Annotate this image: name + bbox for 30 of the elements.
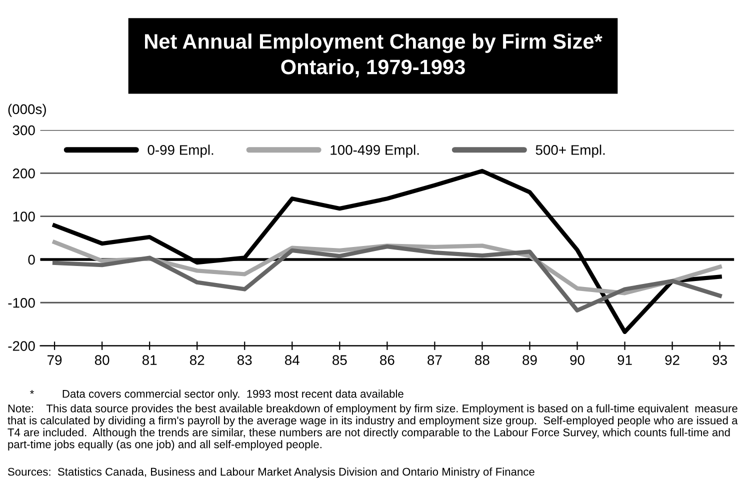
x-tick-label: 92: [665, 355, 680, 365]
x-tick-label: 79: [48, 355, 62, 365]
x-tick-label: 87: [428, 355, 442, 365]
x-tick-label: 88: [475, 355, 490, 365]
x-tick-label: 83: [237, 355, 252, 365]
legend-label: 0-99 Empl.: [148, 144, 214, 158]
x-tick-label: 85: [332, 355, 347, 365]
x-tick-label: 89: [522, 355, 537, 365]
y-axis-title: (000s): [8, 104, 46, 117]
x-tick-label: 81: [142, 355, 157, 365]
line-series: [52, 244, 722, 312]
x-tick-label: 91: [618, 355, 632, 365]
y-tick-label: 0: [28, 254, 35, 265]
legend-label: 500+ Empl.: [536, 144, 605, 158]
x-tick-label: 90: [570, 355, 584, 365]
x-tick-label: 84: [285, 355, 300, 365]
y-tick-label: 100: [13, 212, 35, 222]
chart-title: Net Annual Employment Change by Firm Size* Ontario, 1979-1993: [145, 34, 602, 78]
legend-label: 100-499 Empl.: [330, 144, 419, 158]
text: * Data covers commercial sector only. 1993 most recent data available: [30, 390, 404, 400]
x-tick-label: 80: [94, 355, 110, 365]
y-tick-label: 300: [12, 125, 35, 136]
x-tick-label: 82: [190, 355, 204, 365]
y-tick-label: -100: [8, 298, 35, 308]
source-note: Sources: Statistics Canada, Business and Labour Market Analysis Division and Ontario Ministry of Finance: [8, 468, 534, 478]
x-tick-label: 86: [380, 355, 394, 365]
y-tick-label: -200: [8, 341, 35, 351]
x-tick-label: 93: [712, 355, 727, 365]
text: Note: This data source provides the best available breakdown of employment by firm size. Employment is based on a full-time equivalent measure that is calculated by dividing a firm's payroll by the average wage in its industry and employment size group. Self-employed people who are issued a T4 are included. Although the trends are similar, these numbers are not directly comparable to the Labour Force Survey, which counts full-time and part-time jobs equally (as one job) and all self-employed people.: [8, 404, 738, 450]
y-tick-label: 200: [12, 168, 35, 178]
